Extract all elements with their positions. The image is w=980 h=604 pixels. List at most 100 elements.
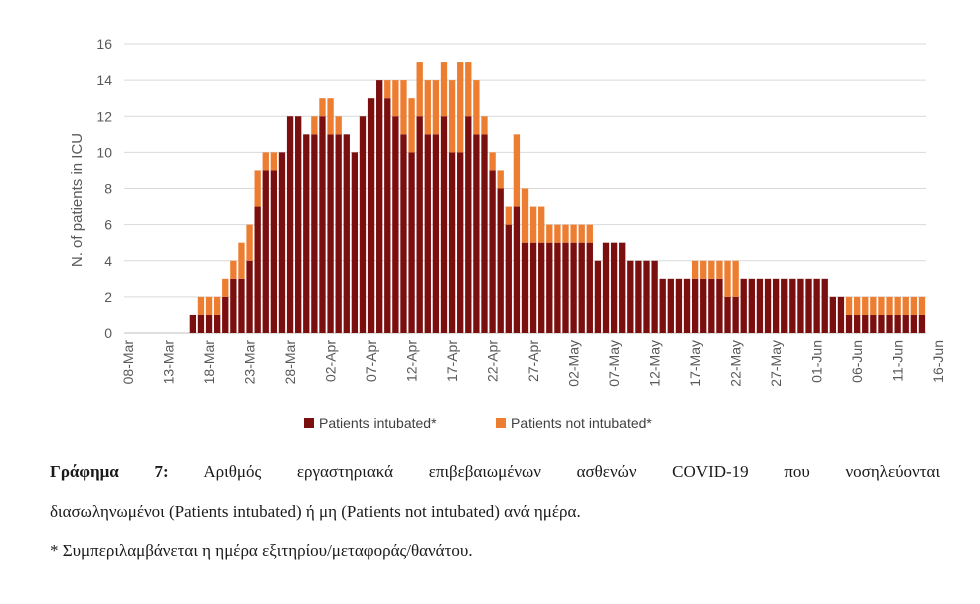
bar-not-intubated <box>246 224 253 261</box>
y-tick-label: 14 <box>96 72 112 88</box>
bar-not-intubated <box>424 80 431 135</box>
bar-intubated <box>384 98 391 333</box>
bar-intubated <box>521 242 529 333</box>
bar-not-intubated <box>716 260 723 279</box>
y-tick-label: 6 <box>104 217 112 233</box>
bar-intubated <box>303 134 310 333</box>
bar-intubated <box>829 296 836 333</box>
bar-not-intubated <box>505 206 512 225</box>
bar-intubated <box>416 116 423 333</box>
bar-intubated <box>918 314 926 333</box>
x-tick-label: 22-Apr <box>485 340 501 382</box>
bar-intubated <box>764 278 772 333</box>
bar-not-intubated <box>862 296 869 315</box>
bar-not-intubated <box>886 296 893 315</box>
bar-intubated <box>448 152 456 333</box>
bars <box>189 62 926 333</box>
x-tick-label: 01-Jun <box>809 340 825 383</box>
bar-not-intubated <box>732 260 739 297</box>
bar-intubated <box>359 116 367 333</box>
bar-intubated <box>716 278 723 333</box>
bar-intubated <box>732 296 739 333</box>
bar-not-intubated <box>570 224 577 243</box>
y-tick-label: 2 <box>104 289 112 305</box>
bar-not-intubated <box>262 152 269 171</box>
bar-not-intubated <box>691 260 699 279</box>
bar-intubated <box>627 260 634 333</box>
x-tick-label: 17-Apr <box>444 340 460 382</box>
bar-intubated <box>562 242 569 333</box>
bar-not-intubated <box>457 62 464 153</box>
x-tick-label: 16-Jun <box>930 340 946 383</box>
bar-not-intubated <box>894 296 901 315</box>
y-tick-label: 4 <box>104 253 112 269</box>
bar-intubated <box>432 134 440 333</box>
bar-intubated <box>683 278 691 333</box>
bar-intubated <box>295 116 302 333</box>
bar-intubated <box>781 278 788 333</box>
caption-note: * Συμπεριλαμβάνεται η ημέρα εξιτηρίου/με… <box>50 541 473 560</box>
x-tick-label: 02-Apr <box>323 340 339 382</box>
y-axis-title: N. of patients in ICU <box>69 133 86 267</box>
bar-not-intubated <box>521 188 529 243</box>
bar-not-intubated <box>529 206 537 243</box>
bar-intubated <box>376 80 383 333</box>
x-tick-label: 18-Mar <box>201 340 217 385</box>
bar-intubated <box>351 152 359 333</box>
bar-not-intubated <box>853 296 861 315</box>
bar-intubated <box>205 314 213 333</box>
bar-intubated <box>505 224 512 333</box>
bar-intubated <box>189 314 197 333</box>
bar-intubated <box>635 260 642 333</box>
bar-not-intubated <box>845 296 853 315</box>
bar-intubated <box>497 188 504 333</box>
x-tick-label: 07-Apr <box>363 340 379 382</box>
bar-intubated <box>473 134 480 333</box>
legend-label-not-intubated: Patients not intubated* <box>511 415 652 431</box>
bar-not-intubated <box>554 224 561 243</box>
y-tick-label: 12 <box>96 108 112 124</box>
bar-not-intubated <box>230 260 237 279</box>
bar-not-intubated <box>465 62 472 117</box>
x-tick-label: 02-May <box>566 340 582 387</box>
bar-intubated <box>902 314 909 333</box>
bar-not-intubated <box>214 296 221 315</box>
bar-intubated <box>610 242 618 333</box>
x-tick-label: 11-Jun <box>890 340 906 382</box>
bar-not-intubated <box>327 98 334 135</box>
bar-not-intubated <box>238 242 245 279</box>
x-tick-label: 12-Apr <box>404 340 420 382</box>
bar-intubated <box>594 260 602 333</box>
bar-intubated <box>546 242 553 333</box>
bar-intubated <box>894 314 901 333</box>
bar-intubated <box>278 152 286 333</box>
legend-label-intubated: Patients intubated* <box>319 415 437 431</box>
bar-intubated <box>570 242 577 333</box>
bar-intubated <box>319 116 326 333</box>
bar-intubated <box>400 134 407 333</box>
bar-intubated <box>805 278 812 333</box>
bar-not-intubated <box>878 296 885 315</box>
bar-not-intubated <box>222 278 229 297</box>
bar-intubated <box>197 314 205 333</box>
caption-text-line1: Αριθμός εργαστηριακά επιβεβαιωμένων ασθε… <box>203 462 941 481</box>
bar-intubated <box>424 134 431 333</box>
y-tick-label: 16 <box>96 36 112 52</box>
bar-intubated <box>335 134 342 333</box>
bar-not-intubated <box>270 152 278 171</box>
bar-intubated <box>708 278 715 333</box>
bar-intubated <box>254 206 261 333</box>
bar-intubated <box>327 134 334 333</box>
bar-intubated <box>222 296 229 333</box>
bar-not-intubated <box>400 80 407 135</box>
x-tick-label: 12-May <box>647 340 663 387</box>
bar-intubated <box>230 278 237 333</box>
bar-not-intubated <box>392 80 399 117</box>
bar-intubated <box>651 260 658 333</box>
legend-swatch-intubated <box>304 418 314 428</box>
icu-stacked-bar-chart: 0 2 4 6 8 10 12 14 16 08-Mar 13-Mar 18-Mar 23-Mar 28… <box>69 36 946 431</box>
y-tick-label: 10 <box>96 144 112 160</box>
x-tick-label: 08-Mar <box>120 340 136 385</box>
bar-intubated <box>367 98 375 333</box>
bar-intubated <box>659 278 666 333</box>
